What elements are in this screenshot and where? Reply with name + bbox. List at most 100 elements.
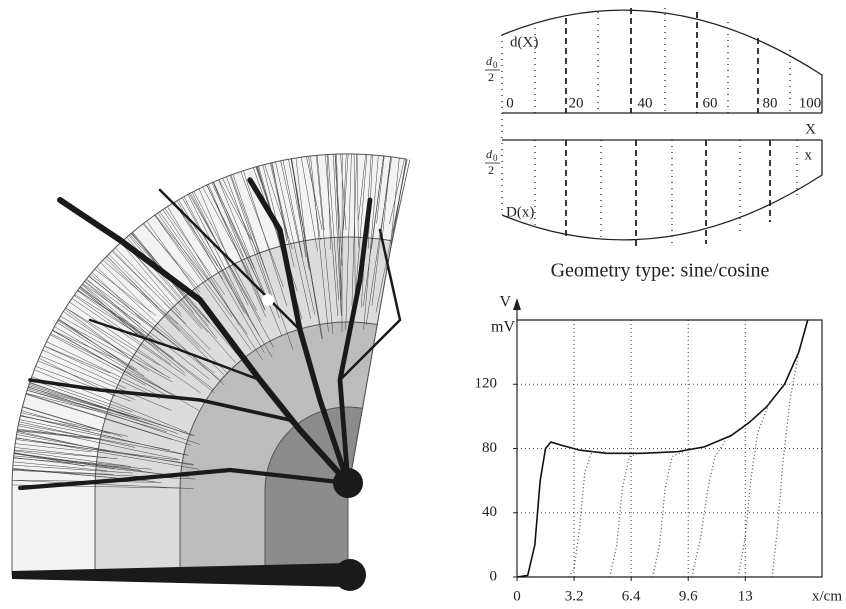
fine-branch — [27, 389, 113, 414]
y-tick-label: 40 — [482, 504, 497, 520]
fine-branch — [65, 307, 164, 375]
soma — [334, 559, 366, 591]
fine-branch — [353, 154, 356, 309]
position-label: 0 — [506, 95, 514, 111]
fine-branch — [288, 159, 310, 271]
fine-branch — [17, 430, 99, 450]
dashed-dividers — [565, 8, 771, 246]
fine-branch — [206, 185, 244, 257]
fine-branch — [64, 309, 129, 357]
fine-branch — [230, 174, 270, 281]
series-line — [516, 319, 809, 578]
fine-branch — [16, 432, 110, 452]
fine-branch — [84, 281, 161, 345]
fraction-subscript: 0 — [493, 153, 498, 163]
y-unit-label: mV — [491, 319, 515, 336]
fine-branch — [84, 280, 210, 380]
fine-branch — [154, 215, 233, 317]
fine-branch — [42, 349, 127, 389]
fine-branch — [212, 182, 266, 311]
fine-branch — [13, 457, 190, 478]
fine-branch — [333, 154, 342, 315]
plot-frame — [517, 319, 823, 578]
fine-branch — [376, 155, 385, 224]
fine-branch — [232, 174, 294, 351]
fine-branch — [15, 443, 92, 453]
fine-branch — [49, 334, 146, 386]
fine-branch — [12, 464, 133, 474]
geometry-diagram — [501, 8, 823, 246]
fine-branch — [326, 154, 331, 250]
fine-branch — [44, 345, 161, 400]
fine-branch — [82, 283, 141, 325]
fraction-denominator: 2 — [488, 70, 494, 84]
fine-branch — [182, 197, 260, 336]
fine-branch — [271, 162, 288, 242]
fine-branch — [26, 393, 101, 413]
fine-branch — [157, 212, 205, 280]
fine-branch — [114, 247, 182, 317]
fine-branch — [275, 161, 312, 319]
branch — [28, 378, 350, 485]
fine-branch — [271, 162, 289, 239]
fine-branch — [301, 157, 318, 252]
fine-branch — [389, 158, 405, 225]
fine-branch — [28, 387, 135, 418]
fine-branch — [25, 394, 173, 440]
half-diameter-labels: d 02d 02 — [485, 54, 500, 177]
fine-branch — [343, 153, 349, 230]
fine-branch — [13, 461, 108, 471]
fine-branch — [17, 430, 102, 440]
fine-branch — [142, 223, 201, 289]
fine-branch — [22, 406, 123, 437]
fine-branch — [316, 155, 334, 335]
caption: Geometry type: sine/cosine — [551, 260, 770, 282]
x-tick-label: 13 — [738, 588, 753, 604]
fine-branch — [34, 369, 188, 433]
position-label: 60 — [703, 95, 718, 111]
fine-branch — [13, 453, 162, 475]
position-label: 100 — [799, 95, 822, 111]
fine-branch — [79, 287, 185, 373]
fine-branch — [174, 202, 224, 280]
fine-branch — [240, 171, 284, 288]
fine-branch — [26, 393, 191, 446]
fine-branch — [358, 154, 366, 221]
y-axis-arrow — [513, 298, 521, 310]
fine-branch — [44, 345, 111, 374]
y-tick-label: 80 — [482, 440, 497, 456]
branch — [337, 197, 373, 486]
lower-axis-label: x — [805, 147, 813, 163]
fraction-subscript: 0 — [493, 60, 498, 70]
fine-branch — [13, 453, 116, 469]
fine-branch — [21, 410, 91, 431]
fine-branch — [340, 154, 347, 231]
fine-branch — [132, 231, 189, 300]
fine-branch — [13, 455, 131, 467]
fine-branch — [12, 468, 116, 479]
series-line — [691, 440, 727, 578]
fine-branch — [106, 256, 200, 349]
fine-branch — [30, 379, 193, 436]
fine-branch — [18, 423, 189, 456]
x-tick-label: 0 — [513, 588, 521, 604]
fine-branch — [112, 250, 211, 351]
fine-branch — [327, 154, 339, 301]
x-axis-label: x/cm — [812, 588, 842, 604]
fine-branch — [27, 388, 153, 426]
fine-branch — [65, 307, 160, 366]
fine-branch — [91, 272, 145, 323]
upper-label: d(X) — [510, 34, 538, 50]
fine-branch — [162, 209, 263, 360]
fine-branch — [20, 412, 129, 437]
fine-branch — [363, 155, 379, 330]
fine-branch — [310, 156, 329, 332]
fine-branch — [18, 421, 136, 448]
fine-branch — [35, 366, 132, 402]
fraction-denominator: 2 — [488, 163, 494, 177]
fine-branch — [58, 319, 173, 383]
fine-branch — [193, 191, 257, 311]
y-tick-label: 120 — [475, 376, 498, 392]
fine-branch — [29, 382, 129, 416]
